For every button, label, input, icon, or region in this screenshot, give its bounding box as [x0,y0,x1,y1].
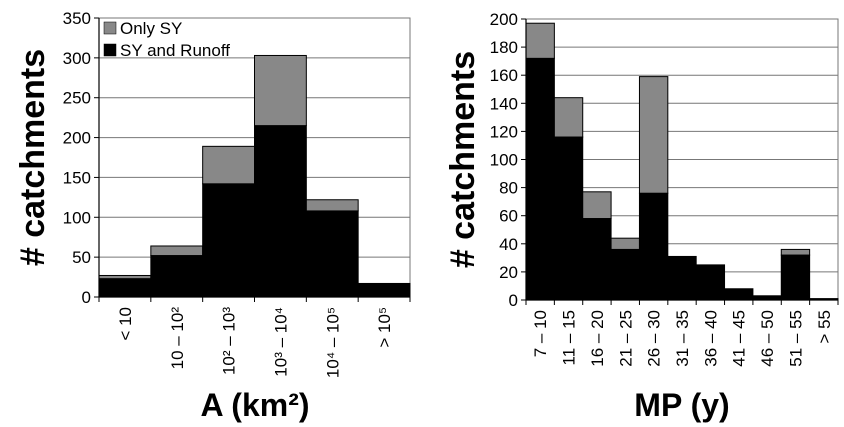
y-tick-label: 100 [63,208,91,227]
x-tick-label: 7 – 10 [531,310,550,357]
bar-only-sy [150,245,204,257]
bar-sy-and-runoff [254,125,307,298]
bar-sy-and-runoff [638,192,669,301]
y-tick-label: 150 [63,168,91,187]
y-tick-label: 40 [499,235,518,254]
bar-sy-and-runoff [98,278,152,298]
bar-sy-and-runoff [553,136,584,301]
y-tick-label: 0 [509,291,518,310]
bar-only-sy [780,248,811,256]
y-tick-label: 100 [490,151,518,170]
y-tick-label: 200 [63,129,91,148]
legend-label: SY and Runoff [120,41,230,60]
bar-sy-and-runoff [667,255,697,301]
x-tick-label: 51 – 55 [786,310,805,367]
y-tick-label: 0 [82,288,91,307]
bar-only-sy [98,274,152,280]
y-tick-label: 300 [63,49,91,68]
y-tick-label: 80 [499,179,518,198]
y-tick-label: 350 [63,9,91,28]
x-axis-title: MP (y) [634,387,729,423]
x-tick-label: 31 – 35 [673,310,692,367]
y-tick-label: 60 [499,207,518,226]
bar-sy-and-runoff [150,255,204,298]
bar-sy-and-runoff [610,248,640,301]
x-tick-label: 11 – 15 [560,310,579,365]
x-tick-label: 41 – 45 [730,310,749,367]
bar-sy-and-runoff [305,210,359,298]
y-tick-label: 160 [490,66,518,85]
bar-only-sy [525,22,555,59]
bar-sy-and-runoff [724,288,754,301]
bar-sy-and-runoff [357,282,411,298]
x-tick-label: > 55 [815,310,834,344]
y-tick-label: 120 [490,122,518,141]
bar-sy-and-runoff [525,57,555,301]
bar-only-sy [305,199,359,212]
y-tick-label: 180 [490,38,518,57]
x-tick-label: 10³ – 10⁴ [271,307,290,377]
legend: Only SY SY and Runoff [103,19,230,60]
x-tick-label: 10 – 10² [168,307,187,370]
bar-sy-and-runoff [780,254,811,301]
legend-swatch [103,21,117,35]
y-axis-title: # catchments [444,51,482,268]
bar-only-sy [610,237,640,250]
x-tick-label: 36 – 40 [701,310,720,367]
y-tick-label: 250 [63,89,91,108]
x-tick-label: 16 – 20 [588,310,607,367]
y-tick-label: 20 [499,263,518,282]
legend-label: Only SY [120,19,182,38]
chart-2: 0 20 40 60 80 100 120 140 160 180 200 7 – 10 11 – 15… [444,10,839,423]
x-tick-label: 10² – 10³ [220,307,239,375]
bar-only-sy [254,54,307,127]
bar-only-sy [553,97,584,138]
x-axis-title: A (km²) [200,387,309,423]
x-tick-label: 21 – 25 [616,310,635,367]
chart-1: 0 50 100 150 200 250 300 350 < 10 10 – 10² 10² – 1… [14,9,411,423]
bar-sy-and-runoff [582,218,612,301]
x-tick-label: 10⁴ – 10⁵ [323,307,342,378]
bar-only-sy [638,76,669,194]
x-tick-label: 26 – 30 [645,310,664,367]
y-axis-title: # catchments [14,49,52,266]
bar-sy-and-runoff [695,264,726,301]
y-tick-label: 200 [490,10,518,29]
legend-swatch [103,43,117,57]
bar-sy-and-runoff [202,183,256,298]
y-tick-label: 140 [490,94,518,113]
y-tick-label: 50 [72,248,91,267]
bar-sy-and-runoff [752,295,782,301]
x-tick-label: 46 – 50 [758,310,777,367]
bar-only-sy [202,145,256,185]
bar-only-sy [582,191,612,220]
x-tick-label: > 10⁵ [375,307,394,348]
x-tick-label: < 10 [116,307,135,341]
